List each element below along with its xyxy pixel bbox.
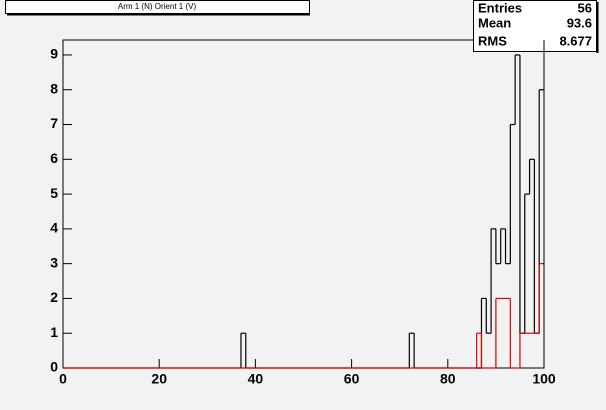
y-tick-label: 9	[50, 46, 58, 62]
y-tick-label: 5	[50, 185, 58, 201]
y-tick-label: 8	[50, 80, 58, 96]
y-tick-label: 0	[50, 359, 58, 375]
chart-title: Arm 1 (N) Orient 1 (V)	[118, 2, 197, 11]
stats-value: 93.6	[567, 15, 592, 30]
frame	[62, 39, 545, 369]
x-tick-label: 20	[151, 371, 167, 387]
x-tick-label: 40	[248, 371, 264, 387]
stats-box	[473, 0, 597, 52]
y-tick-label: 3	[50, 254, 58, 270]
stats-value: 8.677	[559, 33, 592, 48]
stats-value: 56	[578, 0, 592, 15]
y-tick-label: 7	[50, 115, 58, 131]
stats-label: RMS	[478, 33, 507, 48]
x-tick-label: 60	[344, 371, 360, 387]
y-tick-label: 1	[50, 324, 58, 340]
y-tick-label: 6	[50, 150, 58, 166]
y-tick-label: 2	[50, 289, 58, 305]
stats-label: Entries	[478, 0, 522, 15]
x-tick-label: 100	[532, 371, 556, 387]
y-tick-label: 4	[50, 220, 58, 236]
x-tick-label: 0	[59, 371, 67, 387]
x-tick-label: 80	[440, 371, 456, 387]
stats-label: Mean	[478, 15, 511, 30]
